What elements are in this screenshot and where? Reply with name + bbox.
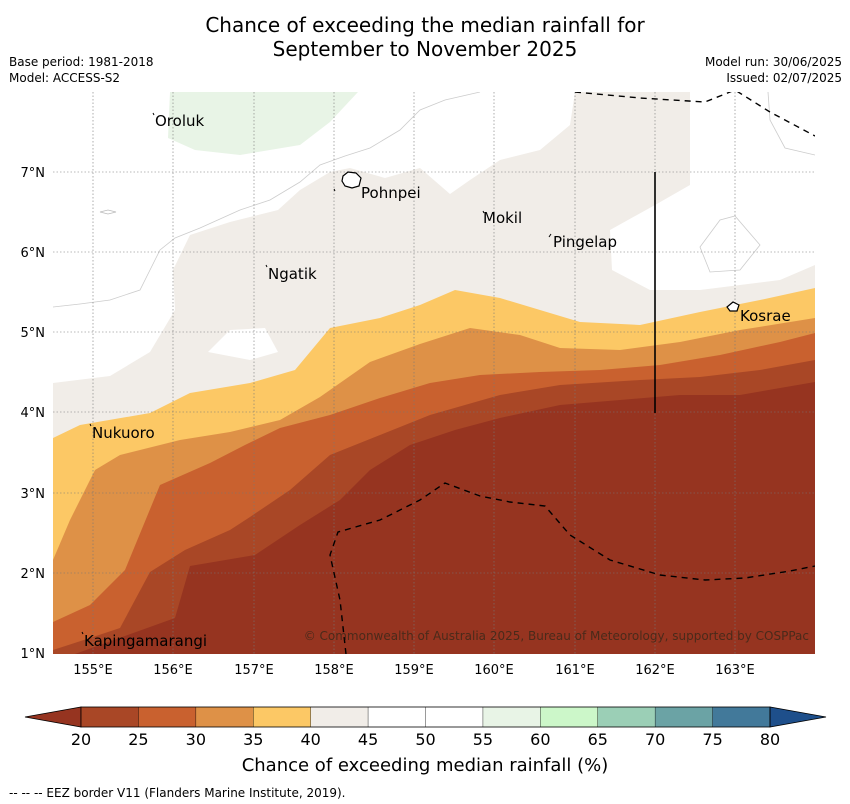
colorbar-segment (253, 707, 311, 727)
colorbar-under-arrow (24, 706, 82, 728)
issued-date: Issued: 02/07/2025 (726, 71, 842, 85)
colorbar-tick-label: 70 (645, 730, 665, 749)
place-label-ngatik: Ngatik (268, 265, 317, 283)
contour-line (53, 92, 481, 308)
eez-border (329, 92, 815, 654)
colorbar-tick-label: 20 (71, 730, 91, 749)
colorbar-over-arrow (769, 706, 827, 728)
colorbar-tick-label: 25 (128, 730, 148, 749)
meta-right: Model run: 30/06/2025 Issued: 02/07/2025 (705, 54, 842, 86)
title-line-2: September to November 2025 (272, 37, 578, 61)
kapingamarangi-marker (81, 631, 84, 635)
copyright-text: © Commonwealth of Australia 2025, Bureau… (304, 629, 809, 643)
x-tick-label: 155°E (73, 663, 113, 678)
y-tick-label: 1°N (21, 647, 46, 662)
pohnpei-island (341, 171, 362, 189)
map-title: Chance of exceeding the median rainfall … (0, 13, 850, 61)
colorbar-tick-label: 40 (300, 730, 320, 749)
colorbar-segments (81, 707, 771, 727)
colorbar-tick-label: 75 (702, 730, 722, 749)
place-label-pohnpei: Pohnpei (361, 184, 421, 202)
x-tick-label: 163°E (715, 663, 755, 678)
colorbar-frame (80, 706, 771, 728)
colorbar-segment (655, 707, 713, 727)
place-label-nukuoro: Nukuoro (92, 424, 155, 442)
contour-line (767, 92, 815, 156)
y-tick-label: 3°N (21, 487, 46, 502)
colorbar-tick-label: 65 (588, 730, 608, 749)
nukuoro-marker (89, 423, 92, 427)
x-tick-label: 161°E (555, 663, 595, 678)
colorbar-segment (597, 707, 656, 727)
white-hole (208, 328, 278, 360)
place-label-pingelap: Pingelap (553, 233, 617, 251)
x-tick-label: 162°E (635, 663, 675, 678)
colorbar-tick-label: 80 (760, 730, 780, 749)
colorbar-tick-label: 35 (243, 730, 263, 749)
kosrae-island (726, 301, 740, 312)
map-panel: Oroluk Pohnpei Mokil Pingelap Ngatik Kos… (53, 92, 815, 654)
band-below-20 (75, 382, 815, 654)
eez-note: -- -- -- EEZ border V11 (Flanders Marine… (9, 786, 346, 800)
y-tick-label: 2°N (21, 567, 46, 582)
colorbar-segment (368, 707, 426, 727)
x-axis: 155°E 156°E 157°E 158°E 159°E 160°E 161°… (73, 663, 755, 678)
oroluk-marker (152, 112, 155, 116)
x-tick-label: 158°E (314, 663, 354, 678)
band-55-60 (168, 92, 358, 155)
y-tick-label: 4°N (21, 406, 46, 421)
x-tick-label: 160°E (474, 663, 514, 678)
x-tick-label: 156°E (153, 663, 193, 678)
colorbar-segment (310, 707, 369, 727)
colorbar-segment (482, 707, 541, 727)
x-tick-label: 157°E (234, 663, 274, 678)
base-period: Base period: 1981-2018 (9, 55, 154, 69)
place-label-kapingamarangi: Kapingamarangi (84, 632, 207, 650)
title-line-1: Chance of exceeding the median rainfall … (205, 13, 645, 37)
place-label-kosrae: Kosrae (740, 307, 791, 325)
colorbar: 20 25 30 35 40 45 50 55 60 65 70 75 80 (24, 706, 827, 749)
y-tick-label: 6°N (21, 246, 46, 261)
colorbar-segment (540, 707, 599, 727)
mokil-marker (482, 210, 485, 214)
y-axis: 7°N 6°N 5°N 4°N 3°N 2°N 1°N (21, 166, 46, 662)
x-tick-label: 159°E (394, 663, 434, 678)
ngatik-marker (265, 264, 268, 268)
contour-line (99, 209, 117, 215)
model-name: Model: ACCESS-S2 (9, 71, 121, 85)
colorbar-tick-label: 50 (415, 730, 435, 749)
model-run: Model run: 30/06/2025 (704, 55, 842, 69)
colorbar-tick-label: 60 (530, 730, 550, 749)
colorbar-segment (195, 707, 254, 727)
colorbar-segment (81, 707, 139, 727)
pohnpei-islet (333, 188, 336, 192)
colorbar-title: Chance of exceeding median rainfall (%) (241, 755, 609, 776)
colorbar-labels: 20 25 30 35 40 45 50 55 60 65 70 75 80 (71, 730, 780, 749)
contour-line (699, 215, 761, 273)
pingelap-marker (548, 233, 552, 238)
place-label-mokil: Mokil (483, 209, 522, 227)
place-label-oroluk: Oroluk (155, 112, 204, 130)
colorbar-segment (425, 707, 484, 727)
y-tick-label: 5°N (21, 326, 46, 341)
colorbar-tick-label: 45 (358, 730, 378, 749)
colorbar-tick-label: 55 (473, 730, 493, 749)
colorbar-tick-label: 30 (186, 730, 206, 749)
colorbar-segment (138, 707, 197, 727)
colorbar-segment (712, 707, 771, 727)
meta-left: Base period: 1981-2018 Model: ACCESS-S2 (9, 54, 154, 86)
y-tick-label: 7°N (21, 166, 46, 181)
